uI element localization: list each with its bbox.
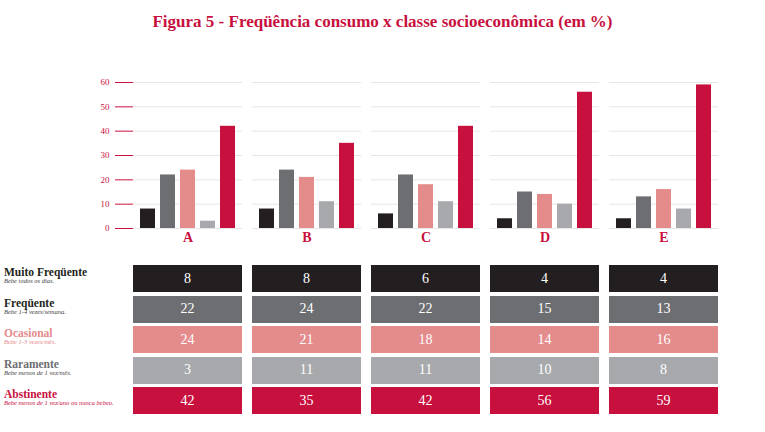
html-text:42: 42: [180, 392, 195, 408]
html-text:8: 8: [303, 270, 310, 286]
html-text:24: 24: [299, 301, 314, 316]
svg-text:C: C: [421, 230, 431, 245]
html-text:Ocasional: Ocasional: [4, 327, 53, 339]
svg-text:20: 20: [101, 175, 111, 185]
html-text:Bebe 1-3 vezes/mês.: Bebe 1-3 vezes/mês.: [4, 338, 57, 346]
html-text:22: 22: [180, 301, 195, 316]
html-text:Bebe 1-4 vezes/semana.: Bebe 1-4 vezes/semana.: [4, 307, 66, 315]
html-text:18: 18: [418, 331, 433, 347]
html-text:Bebe todos os dias.: Bebe todos os dias.: [4, 277, 55, 285]
html-text:Muito Freqüente: Muito Freqüente: [4, 266, 88, 278]
html-text:21: 21: [299, 331, 314, 347]
svg-text:50: 50: [101, 102, 111, 112]
svg-text:10: 10: [101, 199, 111, 209]
svg-text:60: 60: [101, 77, 111, 87]
html-text:4: 4: [541, 270, 548, 286]
html-text:16: 16: [656, 331, 671, 347]
html-text:22: 22: [418, 301, 433, 316]
html-text:8: 8: [660, 362, 667, 377]
svg-text:40: 40: [101, 126, 111, 136]
html-text:11: 11: [418, 362, 433, 377]
svg-text:B: B: [302, 230, 311, 245]
html-text:4: 4: [660, 270, 667, 286]
html-text:3: 3: [184, 362, 191, 377]
svg-text:30: 30: [101, 150, 111, 160]
html-text:11: 11: [299, 362, 314, 377]
svg-text:D: D: [540, 230, 550, 245]
html-text:15: 15: [537, 301, 552, 316]
html-text:6: 6: [422, 270, 429, 286]
html-text:10: 10: [537, 362, 552, 377]
svg-text:0: 0: [105, 223, 110, 233]
svg-text:A: A: [183, 230, 194, 245]
html-text:Raramente: Raramente: [4, 357, 59, 370]
html-text:56: 56: [537, 392, 552, 408]
html-text:Bebe menos de 1 vez/mês.: Bebe menos de 1 vez/mês.: [4, 368, 72, 376]
svg-text:E: E: [659, 230, 668, 245]
html-text:Freqüente: Freqüente: [4, 296, 55, 309]
html-text:Bebe menos de 1 vez/ano ou nun: Bebe menos de 1 vez/ano ou nunca bebeu.: [4, 399, 114, 407]
html-text:8: 8: [184, 270, 191, 286]
html-text:59: 59: [656, 392, 671, 408]
html-text:35: 35: [299, 392, 314, 408]
html-text:Figura 5 - Freqüência consumo: Figura 5 - Freqüência consumo x classe s…: [152, 12, 613, 31]
html-text:13: 13: [656, 301, 671, 316]
html-text:24: 24: [180, 331, 195, 347]
html-text:14: 14: [537, 331, 552, 347]
html-text:Abstinente: Abstinente: [4, 388, 57, 400]
html-text:42: 42: [418, 392, 433, 408]
